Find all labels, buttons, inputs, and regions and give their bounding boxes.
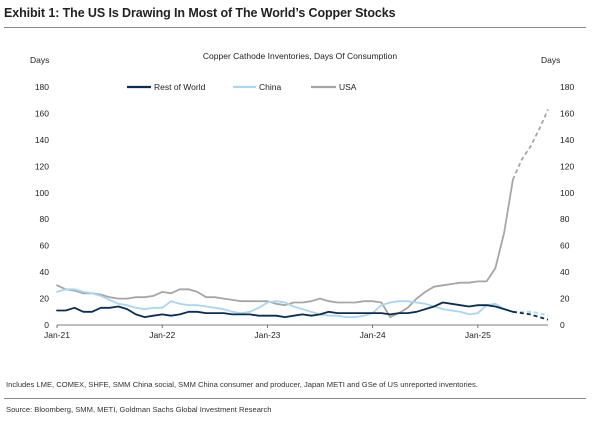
legend-label-rest-of-world: Rest of World: [154, 82, 206, 92]
x-tick-label: Jan-22: [149, 330, 175, 340]
y-tick-label-right: 20: [560, 294, 570, 304]
legend-label-china: China: [259, 82, 281, 92]
y-tick-label-right: 180: [560, 82, 574, 92]
chart-title: Copper Cathode Inventories, Days Of Cons…: [203, 51, 397, 61]
x-tick-label: Jan-25: [465, 330, 491, 340]
footer-divider: [4, 398, 586, 399]
y-tick-label-left: 100: [35, 188, 49, 198]
y-tick-label-left: 80: [40, 214, 50, 224]
copper-inventories-chart: Copper Cathode Inventories, Days Of Cons…: [30, 51, 575, 340]
legend-label-usa: USA: [339, 82, 357, 92]
series-line-usa: [56, 178, 514, 319]
y-axis-left-label: Days: [30, 55, 49, 65]
y-tick-label-right: 160: [560, 108, 574, 118]
series-projection-usa: [512, 109, 549, 180]
y-tick-label-left: 0: [44, 320, 49, 330]
y-tick-label-left: 160: [35, 108, 49, 118]
y-tick-label-left: 120: [35, 161, 49, 171]
title-divider: [4, 27, 586, 28]
series-line-china: [56, 288, 514, 319]
x-tick-label: Jan-24: [360, 330, 386, 340]
series-projection-rest-of-world: [512, 310, 549, 321]
series-layer: [56, 109, 549, 321]
axes: 0 0 20 20 40 40 60 60 80 80 100 100 120 120 140 140 160 1…: [35, 82, 575, 340]
y-tick-label-left: 40: [40, 267, 50, 277]
series-projection-china: [512, 310, 549, 317]
y-tick-label-left: 140: [35, 135, 49, 145]
y-tick-label-right: 120: [560, 161, 574, 171]
y-tick-label-right: 0: [560, 320, 565, 330]
chart-legend: Rest of World China USA: [127, 82, 357, 92]
y-tick-label-left: 20: [40, 294, 50, 304]
y-tick-label-right: 100: [560, 188, 574, 198]
y-tick-label-right: 80: [560, 214, 570, 224]
y-tick-label-left: 180: [35, 82, 49, 92]
series-line-rest-of-world: [56, 301, 514, 319]
exhibit-title: Exhibit 1: The US Is Drawing In Most of …: [4, 6, 396, 20]
source-line: Source: Bloomberg, SMM, METI, Goldman Sa…: [6, 405, 272, 414]
y-tick-label-right: 140: [560, 135, 574, 145]
y-axis-right-label: Days: [541, 55, 560, 65]
footnote: Includes LME, COMEX, SHFE, SMM China soc…: [6, 380, 478, 389]
y-tick-label-right: 60: [560, 241, 570, 251]
y-tick-label-left: 60: [40, 241, 50, 251]
y-tick-label-right: 40: [560, 267, 570, 277]
x-tick-label: Jan-23: [254, 330, 280, 340]
x-tick-label: Jan-21: [44, 330, 70, 340]
